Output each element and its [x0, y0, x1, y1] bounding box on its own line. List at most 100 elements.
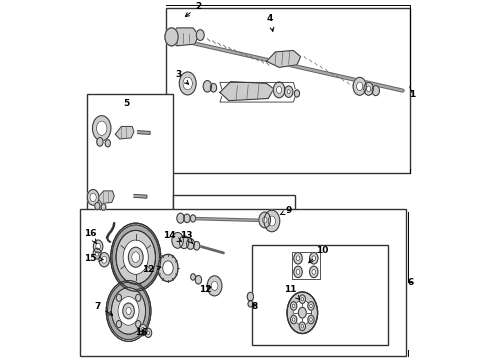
Text: 9: 9 — [280, 206, 292, 215]
Bar — [87, 94, 173, 227]
Ellipse shape — [112, 225, 159, 289]
Ellipse shape — [268, 216, 275, 226]
Text: 13: 13 — [180, 231, 193, 243]
Ellipse shape — [298, 307, 306, 318]
Ellipse shape — [105, 140, 110, 147]
Ellipse shape — [136, 320, 141, 328]
Ellipse shape — [211, 281, 218, 291]
Ellipse shape — [293, 304, 295, 308]
Ellipse shape — [172, 233, 183, 248]
Polygon shape — [138, 131, 150, 134]
Polygon shape — [220, 82, 273, 101]
Ellipse shape — [141, 327, 145, 332]
Ellipse shape — [118, 297, 139, 325]
Ellipse shape — [273, 82, 285, 98]
Text: 3: 3 — [175, 70, 189, 84]
Bar — [252, 245, 388, 345]
Ellipse shape — [90, 193, 96, 202]
Ellipse shape — [93, 116, 111, 141]
Ellipse shape — [116, 320, 122, 328]
Ellipse shape — [165, 28, 178, 46]
Text: 15: 15 — [84, 254, 103, 263]
Bar — [166, 8, 410, 173]
Ellipse shape — [301, 325, 304, 328]
Ellipse shape — [136, 294, 141, 301]
Ellipse shape — [276, 86, 282, 94]
Ellipse shape — [187, 239, 195, 249]
Text: 1: 1 — [409, 90, 415, 99]
Ellipse shape — [353, 77, 366, 95]
Ellipse shape — [101, 256, 107, 263]
Ellipse shape — [291, 302, 297, 310]
Ellipse shape — [177, 213, 184, 223]
Ellipse shape — [210, 84, 217, 92]
Ellipse shape — [191, 215, 196, 222]
Ellipse shape — [116, 294, 122, 301]
Ellipse shape — [101, 204, 106, 210]
Ellipse shape — [116, 230, 155, 284]
Ellipse shape — [194, 242, 200, 250]
Ellipse shape — [126, 307, 131, 315]
Ellipse shape — [287, 90, 290, 94]
Polygon shape — [168, 28, 198, 46]
Ellipse shape — [196, 275, 201, 284]
Text: 2: 2 — [185, 2, 201, 17]
Ellipse shape — [111, 223, 161, 291]
Ellipse shape — [179, 236, 189, 249]
Ellipse shape — [183, 77, 193, 90]
Ellipse shape — [165, 28, 178, 46]
Ellipse shape — [296, 269, 300, 274]
Ellipse shape — [287, 292, 318, 333]
Ellipse shape — [299, 322, 305, 330]
Text: 16: 16 — [135, 328, 147, 337]
Text: 5: 5 — [123, 99, 130, 108]
Ellipse shape — [293, 318, 295, 321]
Ellipse shape — [310, 253, 318, 264]
Text: 10: 10 — [309, 246, 329, 263]
Text: 8: 8 — [251, 302, 258, 311]
Ellipse shape — [97, 121, 107, 135]
Ellipse shape — [294, 90, 299, 97]
Bar — [80, 209, 406, 356]
Text: 4: 4 — [267, 14, 274, 31]
Ellipse shape — [94, 240, 103, 253]
Ellipse shape — [312, 269, 316, 274]
Ellipse shape — [111, 288, 146, 334]
Ellipse shape — [147, 331, 149, 334]
Ellipse shape — [291, 315, 297, 324]
Ellipse shape — [123, 303, 134, 319]
Ellipse shape — [259, 212, 270, 228]
Ellipse shape — [207, 276, 222, 296]
Text: 6: 6 — [407, 278, 414, 287]
Ellipse shape — [97, 138, 103, 146]
Ellipse shape — [107, 282, 149, 339]
Ellipse shape — [145, 328, 152, 337]
Ellipse shape — [312, 256, 316, 261]
Ellipse shape — [308, 302, 314, 310]
Ellipse shape — [179, 72, 196, 95]
Ellipse shape — [308, 315, 314, 324]
Ellipse shape — [301, 297, 304, 301]
Ellipse shape — [264, 210, 280, 232]
Ellipse shape — [247, 292, 253, 301]
Text: 12: 12 — [199, 285, 212, 294]
Ellipse shape — [116, 230, 155, 284]
Text: 16: 16 — [84, 229, 97, 244]
Ellipse shape — [158, 254, 178, 282]
Ellipse shape — [310, 266, 318, 278]
Ellipse shape — [111, 288, 146, 334]
Ellipse shape — [184, 214, 190, 222]
Ellipse shape — [367, 86, 371, 92]
Ellipse shape — [310, 304, 312, 308]
Ellipse shape — [163, 261, 173, 275]
Ellipse shape — [372, 86, 379, 96]
Ellipse shape — [132, 252, 140, 262]
Text: 7: 7 — [94, 302, 113, 315]
Ellipse shape — [93, 248, 101, 259]
Bar — [173, 194, 295, 238]
Polygon shape — [267, 50, 300, 67]
Ellipse shape — [99, 253, 109, 267]
Polygon shape — [98, 191, 114, 203]
Text: 14: 14 — [164, 231, 182, 242]
Ellipse shape — [293, 300, 312, 325]
